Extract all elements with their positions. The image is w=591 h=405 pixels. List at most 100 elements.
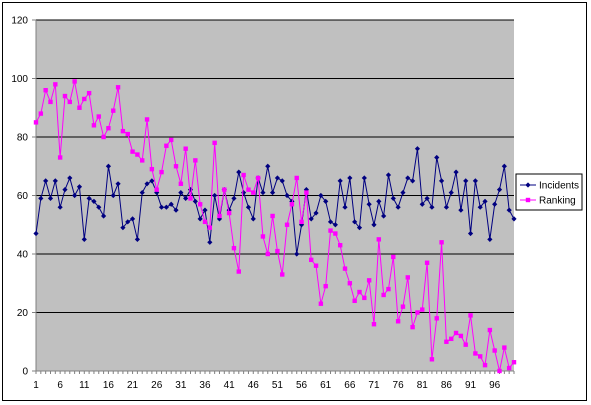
data-point-incidents (308, 216, 314, 222)
data-point-incidents (482, 198, 488, 204)
data-point-ranking (222, 187, 227, 192)
y-tick-label: 80 (17, 133, 29, 144)
y-tick-label: 20 (17, 308, 29, 319)
data-point-incidents (67, 175, 73, 181)
data-point-incidents (371, 222, 377, 228)
x-tick-label: 71 (368, 380, 380, 391)
data-point-ranking (270, 213, 275, 219)
data-point-ranking (57, 155, 63, 160)
x-tick-label: 41 (224, 380, 236, 391)
data-point-incidents (366, 201, 372, 207)
data-point-ranking (130, 149, 135, 154)
data-point-ranking (217, 213, 222, 219)
data-point-ranking (106, 126, 111, 131)
data-point-ranking (391, 254, 396, 260)
x-tick-label: 6 (57, 380, 63, 391)
data-point-ranking (188, 196, 193, 201)
legend-marker (525, 197, 531, 203)
data-point-incidents (405, 175, 411, 181)
data-point-incidents (129, 216, 136, 222)
data-point-ranking (506, 365, 512, 371)
data-point-incidents (323, 198, 329, 204)
data-point-incidents (390, 195, 396, 202)
data-point-ranking (101, 134, 106, 140)
data-point-ranking (231, 245, 237, 251)
gridlines (36, 19, 514, 313)
data-point-ranking (487, 327, 493, 333)
series-line-ranking (35, 81, 515, 372)
data-point-ranking (458, 333, 464, 339)
x-tick-label: 86 (441, 380, 453, 391)
data-point-ranking (275, 248, 280, 254)
x-tick-label: 31 (175, 380, 187, 391)
axes (32, 19, 515, 374)
data-point-ranking (289, 202, 295, 207)
data-point-ranking (304, 190, 309, 195)
data-point-ranking (337, 243, 343, 248)
data-point-incidents (207, 239, 213, 245)
data-point-incidents (506, 207, 512, 213)
data-point-incidents (279, 178, 285, 184)
y-tick-label: 100 (11, 74, 28, 85)
data-point-ranking (424, 260, 430, 265)
data-point-ranking (342, 266, 348, 271)
data-point-incidents (125, 219, 131, 225)
x-tick-label: 91 (465, 380, 477, 391)
data-point-incidents (381, 213, 387, 219)
data-point-incidents (250, 216, 256, 222)
data-point-ranking (318, 301, 324, 306)
x-tick-label: 76 (393, 380, 405, 391)
data-point-incidents (212, 192, 218, 199)
data-point-incidents (318, 192, 324, 199)
data-point-ranking (255, 175, 261, 181)
data-point-ranking (91, 123, 97, 128)
data-point-incidents (38, 195, 44, 202)
data-point-ranking (115, 85, 121, 90)
data-point-incidents (434, 154, 440, 161)
data-point-ranking (178, 181, 184, 186)
data-point-incidents (274, 175, 281, 181)
data-point-incidents (472, 178, 478, 184)
data-point-ranking (449, 336, 454, 342)
data-point-ranking (405, 275, 410, 280)
data-point-ranking (366, 278, 372, 283)
y-tick-labels: 0 20 40 60 80 100 120 (11, 16, 28, 378)
x-tick-label: 66 (344, 380, 356, 391)
legend-marker (525, 182, 531, 188)
data-point-ranking (434, 316, 439, 321)
data-point-incidents (443, 204, 450, 210)
data-point-incidents (463, 178, 469, 184)
data-point-incidents (120, 225, 126, 231)
x-tick-label: 61 (320, 380, 332, 391)
data-point-incidents (332, 222, 338, 228)
data-point-incidents (511, 216, 517, 222)
data-point-incidents (81, 236, 87, 242)
data-point-ranking (173, 164, 179, 169)
data-point-ranking (67, 99, 72, 105)
data-point-incidents (395, 204, 401, 210)
data-point-ranking (453, 330, 459, 336)
data-point-incidents (467, 230, 474, 237)
data-point-ranking (120, 128, 126, 134)
data-point-incidents (72, 192, 78, 199)
data-point-incidents (231, 195, 237, 202)
data-point-ranking (164, 143, 169, 148)
data-point-incidents (91, 198, 97, 204)
x-tick-label: 21 (127, 380, 139, 391)
data-point-incidents (260, 189, 266, 196)
data-point-ranking (193, 158, 198, 163)
data-point-ranking (313, 263, 319, 268)
data-point-incidents (342, 204, 348, 210)
data-point-ranking (154, 187, 159, 192)
data-point-incidents (168, 201, 174, 207)
data-point-ranking (429, 357, 435, 362)
x-tick-label: 26 (151, 380, 163, 391)
data-point-incidents (110, 192, 116, 199)
data-point-ranking (72, 79, 77, 84)
x-tick-label: 56 (296, 380, 308, 391)
data-point-ranking (144, 117, 150, 122)
data-point-ranking (381, 292, 386, 298)
data-point-ranking (444, 339, 449, 344)
data-point-incidents (429, 204, 435, 210)
